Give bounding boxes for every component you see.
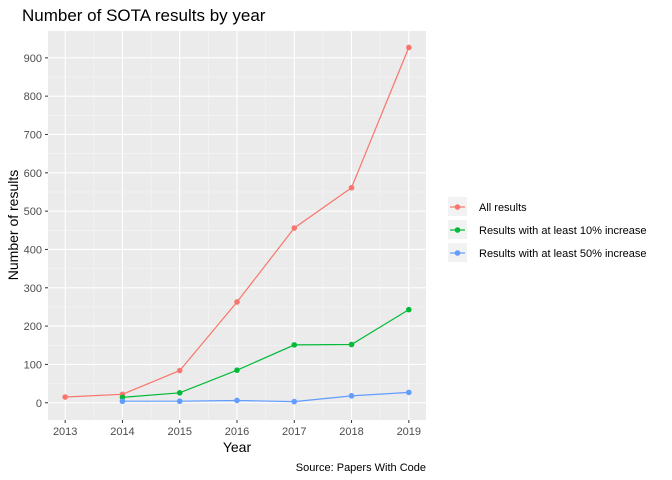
x-tick-label: 2018: [339, 426, 363, 438]
data-point: [348, 341, 355, 348]
data-point: [62, 394, 68, 400]
series-2: [119, 306, 412, 401]
data-point: [406, 44, 412, 51]
y-tick-label: 300: [24, 283, 42, 295]
legend-key-point: [454, 204, 461, 210]
legend-label: All results: [479, 202, 527, 214]
legend-key-point: [454, 250, 461, 256]
y-tick-label: 900: [24, 53, 42, 65]
y-tick-label: 0: [36, 398, 42, 410]
gridlines: [48, 31, 426, 420]
data-point: [348, 393, 355, 399]
data-point: [406, 306, 412, 313]
data-point: [406, 389, 412, 396]
data-point: [291, 225, 298, 231]
series-line: [122, 391, 409, 403]
x-tick-label: 2019: [397, 426, 421, 438]
series-line: [122, 309, 410, 398]
x-tick-label: 2015: [167, 426, 191, 438]
data-point: [176, 367, 183, 374]
y-tick-label: 500: [24, 206, 42, 218]
data-point: [176, 389, 183, 396]
legend-item: Results with at least 50% increase: [448, 243, 647, 262]
legend-item: Results with at least 10% increase: [448, 220, 647, 239]
x-tick-label: 2014: [110, 426, 134, 438]
y-axis: 0 100 200 300 400 500 600 700 800 900: [24, 53, 48, 410]
y-tick-label: 200: [24, 321, 42, 333]
legend-label: Results with at least 50% increase: [479, 248, 647, 260]
x-tick-label: 2017: [282, 426, 306, 438]
y-tick-label: 400: [24, 244, 42, 256]
legend-item: All results: [448, 197, 527, 216]
data-point: [291, 342, 298, 348]
series-layer: [62, 44, 412, 405]
x-axis-title: Year: [223, 439, 252, 455]
data-point: [234, 397, 240, 404]
source-caption: Source: Papers With Code: [296, 462, 426, 474]
x-axis: 2013 2014 2015 2016 2017 2018 2019: [53, 420, 421, 438]
legend: All results Results with at least 10% inc…: [448, 197, 647, 262]
y-tick-label: 100: [24, 359, 42, 371]
y-tick-label: 600: [24, 168, 42, 180]
data-point: [119, 398, 126, 405]
x-tick-label: 2016: [225, 426, 249, 438]
data-point: [234, 367, 240, 373]
legend-label: Results with at least 10% increase: [479, 225, 647, 237]
y-tick-label: 700: [24, 129, 42, 141]
series-3: [119, 389, 412, 405]
data-point: [234, 299, 240, 305]
data-point: [291, 398, 298, 405]
x-tick-label: 2013: [53, 426, 77, 438]
data-point: [348, 184, 355, 191]
y-tick-label: 800: [24, 91, 42, 103]
y-axis-title: Number of results: [5, 170, 21, 280]
chart-title: Number of SOTA results by year: [22, 6, 266, 25]
data-point: [119, 394, 126, 401]
legend-key-point: [454, 227, 461, 233]
data-point: [176, 398, 183, 405]
